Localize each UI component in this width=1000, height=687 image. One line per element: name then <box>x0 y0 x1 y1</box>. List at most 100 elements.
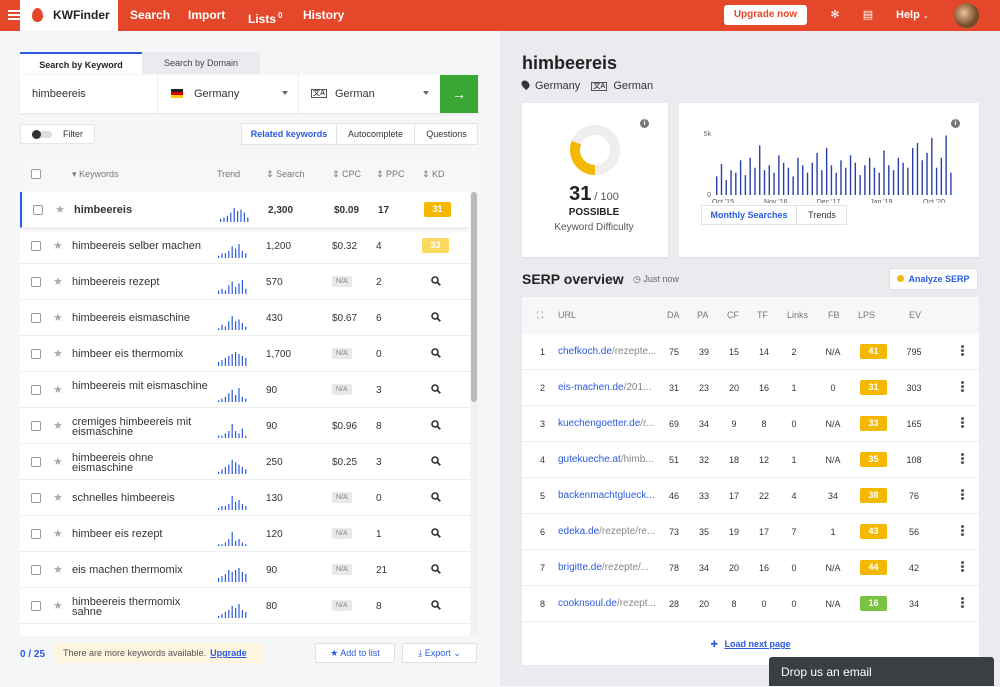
settings-icon[interactable]: ✻ <box>830 9 840 21</box>
more-options-icon[interactable] <box>961 597 964 609</box>
tab-related-keywords[interactable]: Related keywords <box>242 124 337 144</box>
language-select[interactable]: 文A German <box>298 75 440 113</box>
keyword-text[interactable]: himbeer eis rezept <box>72 528 163 540</box>
serp-url-link[interactable]: brigitte.de/rezepte/... <box>558 562 650 573</box>
serp-url-link[interactable]: kuechengoetter.de/r... <box>558 418 655 429</box>
info-icon[interactable]: i <box>640 119 649 128</box>
serp-url-link[interactable]: gutekueche.at/himb... <box>558 454 654 465</box>
row-checkbox[interactable] <box>33 205 43 215</box>
col-search[interactable]: ⇕ Search <box>266 169 305 179</box>
table-row[interactable]: ★ himbeereis rezept 570 N/A 2 <box>20 264 470 300</box>
keyword-text[interactable]: himbeereis thermomix sahne <box>72 596 181 618</box>
filter-toggle[interactable]: Filter <box>20 124 95 144</box>
star-icon[interactable]: ★ <box>53 564 63 576</box>
table-row[interactable]: ★ himbeer eis rezept 120 N/A 1 <box>20 516 470 552</box>
keyword-input[interactable] <box>20 75 157 113</box>
search-icon[interactable] <box>431 528 441 538</box>
search-icon[interactable] <box>431 420 441 430</box>
more-options-icon[interactable] <box>961 381 964 393</box>
location-select[interactable]: Germany <box>157 75 297 113</box>
row-checkbox[interactable] <box>31 565 41 575</box>
upgrade-link[interactable]: Upgrade <box>210 648 247 658</box>
keyword-text[interactable]: himbeer eis thermomix <box>72 348 184 360</box>
add-to-list-button[interactable]: ★ Add to list <box>315 643 395 663</box>
row-checkbox[interactable] <box>31 241 41 251</box>
star-icon[interactable]: ★ <box>53 240 63 252</box>
nav-search[interactable]: Search <box>130 8 171 22</box>
analyze-serp-button[interactable]: Analyze SERP <box>889 268 978 290</box>
keyboard-icon[interactable]: ▤ <box>862 9 874 21</box>
table-row[interactable]: ★ himbeereis selber machen 1,200 $0.32 4 33 <box>20 228 470 264</box>
star-icon[interactable]: ★ <box>53 420 63 432</box>
keyword-text[interactable]: himbeereis ohne eismaschine <box>72 452 154 474</box>
nav-history[interactable]: History <box>303 8 345 22</box>
search-icon[interactable] <box>431 312 441 322</box>
tab-search-by-keyword[interactable]: Search by Keyword <box>20 52 142 74</box>
info-icon[interactable]: i <box>951 119 960 128</box>
star-icon[interactable]: ★ <box>53 528 63 540</box>
load-next-page-link[interactable]: ✚ Load next page <box>710 639 791 649</box>
table-row[interactable]: ★ schnelles himbeereis 130 N/A 0 <box>20 480 470 516</box>
star-icon[interactable]: ★ <box>53 456 63 468</box>
table-row[interactable]: ★ himbeereis thermomix sahne 80 N/A 8 <box>20 588 470 624</box>
keyword-text[interactable]: himbeereis eismaschine <box>72 312 190 324</box>
more-options-icon[interactable] <box>961 453 964 465</box>
keyword-text[interactable]: himbeereis mit eismaschine <box>72 380 208 392</box>
tab-search-by-domain[interactable]: Search by Domain <box>142 52 260 74</box>
col-keywords[interactable]: ▾ Keywords <box>72 169 119 179</box>
keyword-text[interactable]: cremiges himbeereis mit eismaschine <box>72 416 192 438</box>
row-checkbox[interactable] <box>31 493 41 503</box>
col-ppc[interactable]: ⇕ PPC <box>376 169 405 179</box>
star-icon[interactable]: ★ <box>53 384 63 396</box>
keyword-text[interactable]: eis machen thermomix <box>72 564 183 576</box>
tab-autocomplete[interactable]: Autocomplete <box>337 124 415 144</box>
serp-url-link[interactable]: chefkoch.de/rezepte... <box>558 346 657 357</box>
menu-icon[interactable] <box>8 8 20 22</box>
search-icon[interactable] <box>431 384 441 394</box>
search-go-button[interactable]: → <box>440 75 478 113</box>
nav-lists[interactable]: Lists 0 <box>248 11 283 26</box>
star-icon[interactable]: ★ <box>53 348 63 360</box>
row-checkbox[interactable] <box>31 421 41 431</box>
row-checkbox[interactable] <box>31 313 41 323</box>
help-menu[interactable]: Help ⌄ <box>896 9 929 21</box>
more-options-icon[interactable] <box>961 525 964 537</box>
more-options-icon[interactable] <box>961 561 964 573</box>
search-icon[interactable] <box>431 276 441 286</box>
star-icon[interactable]: ★ <box>53 312 63 324</box>
star-icon[interactable]: ★ <box>53 276 63 288</box>
search-icon[interactable] <box>431 456 441 466</box>
tab-trends[interactable]: Trends <box>808 210 836 220</box>
search-icon[interactable] <box>431 564 441 574</box>
star-icon[interactable]: ★ <box>53 600 63 612</box>
export-button[interactable]: ⤓ Export ⌄ <box>402 643 477 663</box>
col-kd[interactable]: ⇕ KD <box>422 169 445 179</box>
serp-url-link[interactable]: edeka.de/rezepte/re... <box>558 526 656 537</box>
serp-url-link[interactable]: backenmachtglueck... <box>558 490 655 501</box>
serp-url-link[interactable]: eis-machen.de/201... <box>558 382 652 393</box>
star-icon[interactable]: ★ <box>55 204 65 216</box>
col-trend[interactable]: Trend <box>217 169 241 179</box>
more-options-icon[interactable] <box>961 345 964 357</box>
keyword-text[interactable]: schnelles himbeereis <box>72 492 175 504</box>
table-row[interactable]: ★ himbeereis eismaschine 430 $0.67 6 <box>20 300 470 336</box>
table-row[interactable]: ★ eis machen thermomix 90 N/A 21 <box>20 552 470 588</box>
toggle-switch[interactable] <box>32 130 52 139</box>
row-checkbox[interactable] <box>31 277 41 287</box>
nav-import[interactable]: Import <box>188 8 226 22</box>
brand-logo[interactable]: KWFinder <box>20 0 118 31</box>
row-checkbox[interactable] <box>31 349 41 359</box>
more-options-icon[interactable] <box>961 489 964 501</box>
row-checkbox[interactable] <box>31 385 41 395</box>
row-checkbox[interactable] <box>31 601 41 611</box>
drop-email-widget[interactable]: Drop us an email <box>769 657 994 686</box>
tab-questions[interactable]: Questions <box>426 129 467 139</box>
keyword-text[interactable]: himbeereis selber machen <box>72 240 202 252</box>
table-row[interactable]: ★ himbeereis mit eismaschine 90 N/A 3 <box>20 372 470 408</box>
search-icon[interactable] <box>431 492 441 502</box>
table-row[interactable]: ★ cremiges himbeereis mit eismaschine 90 $0… <box>20 408 470 444</box>
table-scrollbar[interactable] <box>470 192 478 636</box>
table-row[interactable]: ★ himbeereis 2,300 $0.09 17 31 <box>20 192 470 228</box>
avatar[interactable] <box>954 3 979 28</box>
serp-url-link[interactable]: cooknsoul.de/rezept... <box>558 598 656 609</box>
